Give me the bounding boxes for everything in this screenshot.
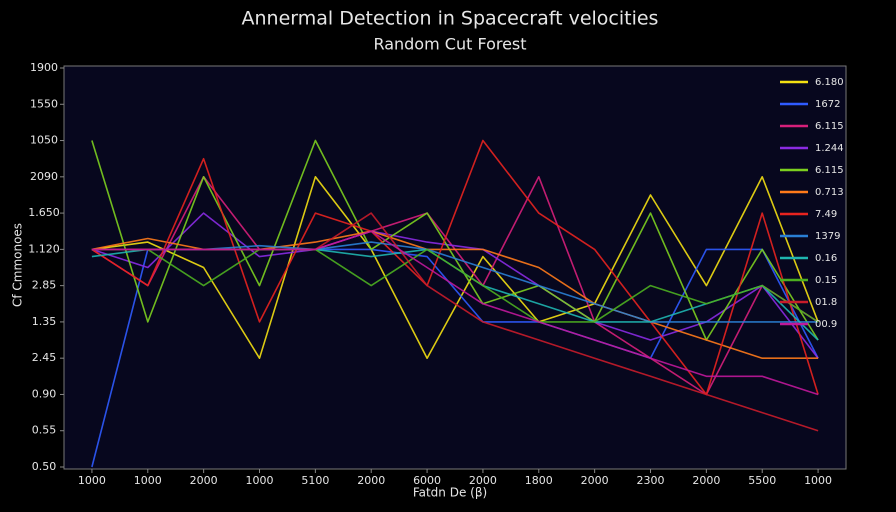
legend: 6.180 1672 6.115 1.244 6.115 0.713 7.49 1379 0.1… [780,77,844,330]
y-tick-label: 1.650 [28,206,60,219]
legend-label: 6.115 [815,165,844,176]
legend-label: 1.244 [815,143,844,154]
series-line [91,248,819,323]
y-tick-label: 0.50 [32,460,57,473]
plot [91,139,819,468]
series-line [91,176,819,359]
chart-subtitle: Random Cut Forest [373,35,526,54]
legend-label: 0.713 [815,187,844,198]
legend-label: 6.115 [815,121,844,132]
y-tick-label: 1.35 [32,315,57,328]
x-tick-label: 2300 [637,474,665,487]
x-tick-label: 2000 [581,474,609,487]
legend-label: 0.16 [815,253,837,264]
x-tick-label: 1000 [804,474,832,487]
x-tick-label: 2000 [692,474,720,487]
y-tick-label: 1900 [30,61,58,74]
x-tick-label: 1000 [246,474,274,487]
x-tick-label: 1000 [78,474,106,487]
y-tick-label: 0.90 [32,387,57,400]
y-tick-label: 1050 [30,134,58,147]
legend-label: 6.180 [815,77,844,88]
legend-label: 00.9 [815,319,837,330]
x-tick-label: 2000 [469,474,497,487]
x-tick-label: 1800 [525,474,553,487]
x-tick-label: 6000 [413,474,441,487]
series-line [91,230,819,396]
x-tick-label: 2000 [357,474,385,487]
legend-label: 1672 [815,99,840,110]
legend-label: 7.49 [815,209,837,220]
x-tick-label: 5100 [301,474,329,487]
series-line [91,139,819,396]
legend-label: 1379 [815,231,840,242]
legend-label: 0.15 [815,275,837,286]
y-tick-label: 0.55 [32,424,57,437]
y-axis-label: Cf Cmmonoes [11,223,25,307]
y-tick-label: 1.120 [28,242,60,255]
x-tick-label: 1000 [134,474,162,487]
y-tick-label: 2090 [30,170,58,183]
y-tick-label: 2.45 [32,351,57,364]
series-line [91,212,819,359]
chart-title: Annermal Detection in Spacecraft velocit… [242,8,659,30]
y-tick-label: 1550 [30,97,58,110]
x-tick-label: 5500 [748,474,776,487]
x-axis-label: Fatdn De (β) [413,486,487,500]
x-tick-label: 2000 [190,474,218,487]
y-tick-label: 2.85 [32,279,57,292]
legend-label: 01.8 [815,297,837,308]
